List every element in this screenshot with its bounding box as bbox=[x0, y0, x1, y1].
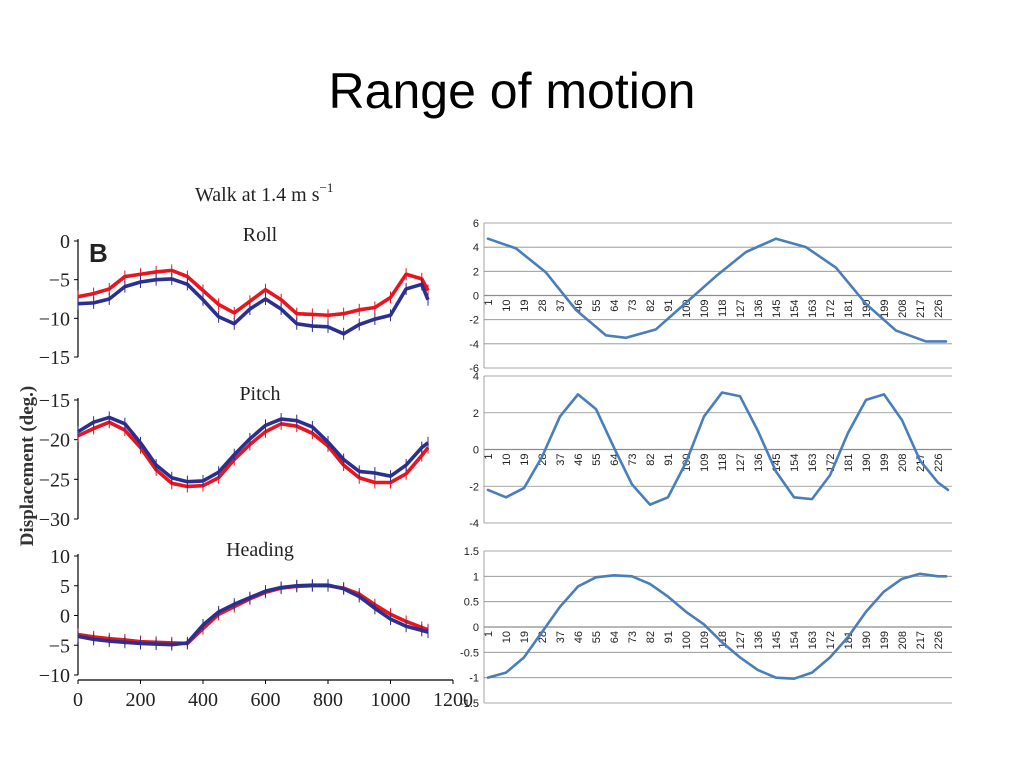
y-tick-label: −20 bbox=[39, 430, 70, 452]
x-tick-label: 800 bbox=[313, 689, 343, 711]
panel-title-heading: Heading bbox=[226, 539, 294, 561]
y-tick-label: −5 bbox=[49, 270, 70, 292]
panel-title-roll: Roll bbox=[243, 224, 278, 246]
slide-title: Range of motion bbox=[328, 63, 696, 119]
x-tick-label: 0 bbox=[73, 689, 83, 711]
panel-title-pitch: Pitch bbox=[239, 383, 280, 405]
y-tick-label: 0 bbox=[60, 606, 70, 628]
left-chart-title: Walk at 1.4 m s−1 bbox=[195, 180, 333, 206]
series-line-red-roll bbox=[77, 268, 430, 318]
y-tick-label: −15 bbox=[39, 390, 70, 412]
series-line-blue-heading bbox=[77, 583, 429, 647]
y-tick-label: −5 bbox=[49, 635, 70, 657]
y-axis-label: Displacement (deg.) bbox=[17, 386, 38, 546]
y-tick-label: −10 bbox=[39, 665, 70, 687]
panel-label: B bbox=[89, 238, 108, 268]
x-tick-label: 400 bbox=[188, 689, 218, 711]
y-tick-label: 5 bbox=[60, 576, 70, 598]
x-tick-label: 1200 bbox=[433, 689, 473, 711]
y-tick-label: −30 bbox=[39, 509, 70, 531]
y-tick-label: −25 bbox=[39, 469, 70, 491]
x-tick-label: 600 bbox=[251, 689, 281, 711]
series-line-blue-pitch bbox=[77, 415, 430, 484]
y-tick-label: −15 bbox=[39, 347, 70, 369]
series-line-red-pitch bbox=[77, 420, 430, 489]
y-tick-label: 10 bbox=[50, 546, 70, 568]
x-tick-label: 1000 bbox=[371, 689, 411, 711]
y-tick-label: −10 bbox=[39, 308, 70, 330]
y-tick-label: 0 bbox=[60, 231, 70, 253]
series-line-blue-roll bbox=[77, 277, 430, 336]
x-tick-label: 200 bbox=[126, 689, 156, 711]
left-chart-title-superscript: −1 bbox=[319, 180, 333, 195]
